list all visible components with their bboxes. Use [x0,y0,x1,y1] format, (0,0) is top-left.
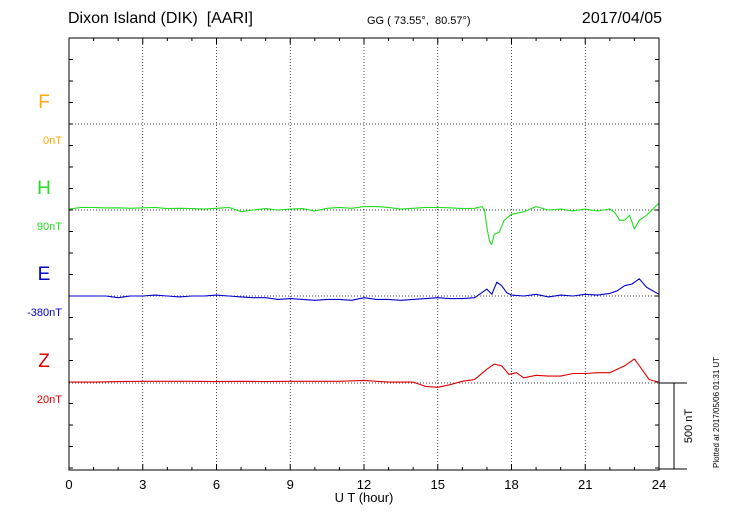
trace-H [68,202,660,245]
plot-frame [68,37,660,471]
plotted-timestamp: Plotted at 2017/05/06 01:31 UT [712,356,721,468]
x-tick-label: 15 [431,477,445,492]
chart-traces [68,202,660,388]
chart-labels: 0 3 6 9 12 15 18 21 24 F 0nT H 90nT E -380nT Z 20nT [27,92,666,492]
x-axis-label: U T (hour) [335,490,394,505]
trace-E [69,278,660,301]
component-label-F: F [38,92,50,113]
x-tick-label: 0 [65,477,72,492]
geographic-coordinates: GG ( 73.55°, 80.57°) [367,15,471,27]
x-tick-label: 3 [139,477,146,492]
baseline-value-F: 0nT [43,135,62,147]
x-tick-label: 21 [578,477,592,492]
component-label-E: E [38,264,51,285]
scale-bar-label: 500 nT [683,409,695,444]
x-tick-label: 18 [504,477,518,492]
trace-Z [69,358,660,388]
component-label-H: H [37,178,51,199]
observation-date: 2017/04/05 [581,10,662,27]
x-tick-label: 12 [357,477,371,492]
station-title: Dixon Island (DIK) [AARI] [68,10,253,27]
x-tick-label: 9 [287,477,294,492]
baseline-value-E: -380nT [27,307,62,319]
component-label-Z: Z [38,351,50,372]
scale-bar: 500 nT [659,382,695,470]
chart-grid [68,38,660,470]
baseline-value-Z: 20nT [37,394,62,406]
x-tick-label: 24 [652,477,666,492]
baseline-value-H: 90nT [37,221,62,233]
x-tick-label: 6 [213,477,220,492]
